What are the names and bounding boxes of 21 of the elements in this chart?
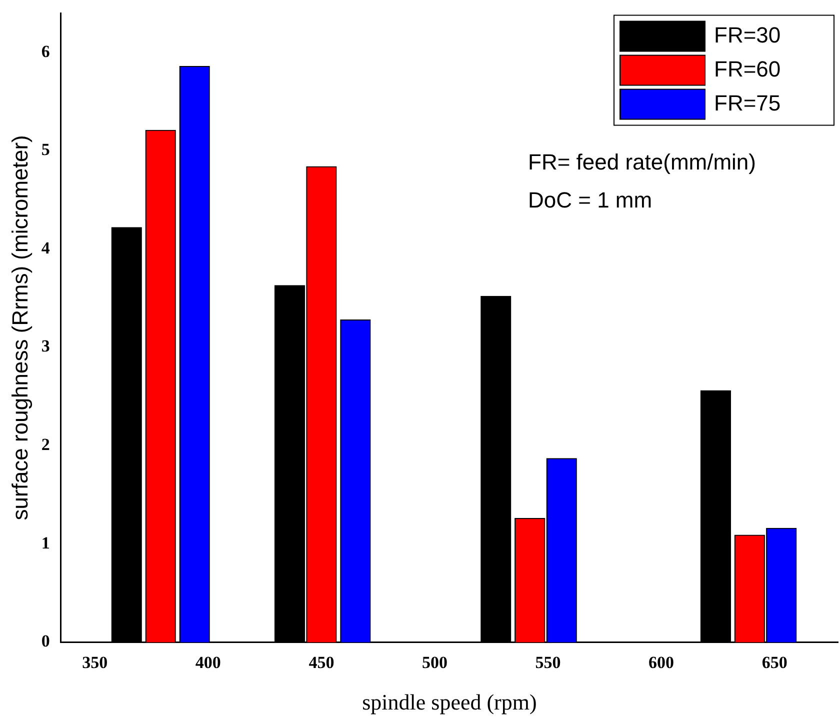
legend-label: FR=30 xyxy=(714,22,781,48)
x-tick-label: 350 xyxy=(82,652,108,672)
legend-label: FR=75 xyxy=(714,90,781,116)
x-tick-label: 400 xyxy=(195,652,221,672)
y-tick-label: 4 xyxy=(41,238,50,258)
y-tick-label: 1 xyxy=(41,533,50,552)
annotation: FR= feed rate(mm/min) xyxy=(528,149,756,174)
y-axis-title: surface roughness (Rrms) (micrometer) xyxy=(7,135,32,520)
annotation: DoC = 1 mm xyxy=(528,187,652,212)
y-tick-label: 0 xyxy=(41,632,50,651)
legend-label: FR=60 xyxy=(714,56,781,82)
x-tick-label: 550 xyxy=(535,652,561,672)
y-tick-label: 3 xyxy=(41,336,50,356)
y-tick-label: 6 xyxy=(41,42,50,61)
x-tick-label: 650 xyxy=(762,652,788,672)
x-tick-label: 450 xyxy=(308,652,334,672)
x-tick-label: 500 xyxy=(422,652,448,672)
x-axis-title: spindle speed (rpm) xyxy=(362,690,537,715)
y-tick-label: 5 xyxy=(41,140,50,160)
x-tick-label: 600 xyxy=(648,652,674,672)
y-tick-label: 2 xyxy=(41,435,50,454)
